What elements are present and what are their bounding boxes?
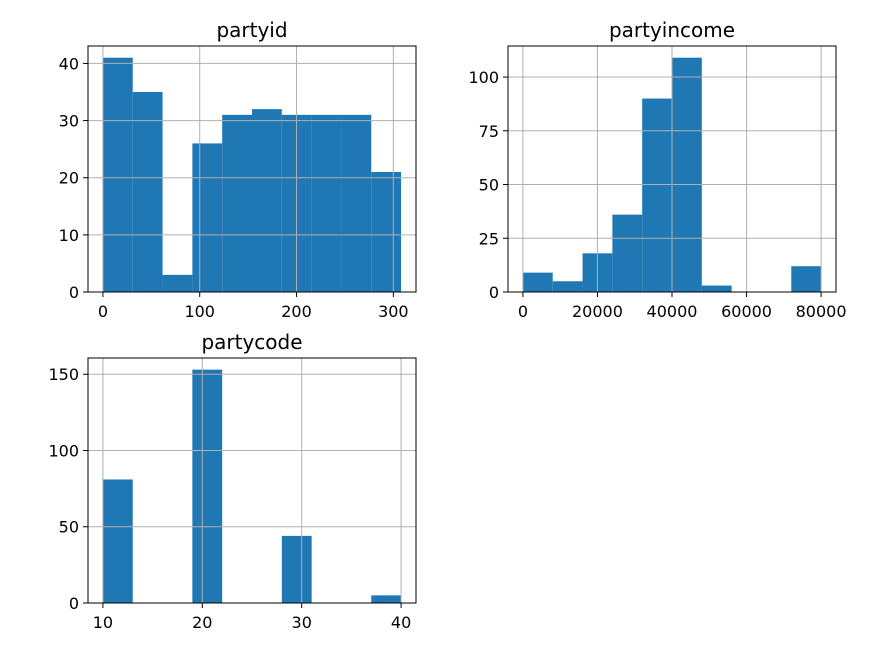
- histogram-bar: [642, 98, 672, 293]
- chart-title: partyincome: [609, 18, 735, 42]
- y-tick-label: 100: [48, 441, 79, 460]
- x-tick-label: 40000: [647, 302, 698, 321]
- y-tick-label: 100: [468, 68, 499, 87]
- histogram-bar: [612, 214, 643, 292]
- histogram-bar: [132, 92, 163, 292]
- x-tick-label: 40: [391, 613, 411, 632]
- y-tick-label: 50: [479, 176, 499, 195]
- axes-partyincome: 0 20000 40000 60000 80000 0 25 50 75 100 partyinco…: [468, 18, 846, 321]
- histogram-bar: [222, 114, 252, 292]
- chart-title: partycode: [201, 330, 302, 354]
- x-tick-label: 10: [93, 613, 113, 632]
- axes-frame: [87, 357, 417, 604]
- histogram-bar: [701, 285, 732, 292]
- y-tick-label: 0: [69, 283, 79, 302]
- histogram-bar: [192, 369, 223, 603]
- x-tick-label: 20: [192, 613, 212, 632]
- y-tick-label: 25: [479, 229, 499, 248]
- axes-partycode: 10 20 30 40 0 50 100 150 partycode: [48, 330, 417, 632]
- y-tick-label: 50: [59, 518, 79, 537]
- histogram-bar: [341, 114, 372, 292]
- x-tick-label: 300: [378, 302, 409, 321]
- histogram-bar: [102, 57, 133, 292]
- histogram-bar: [791, 266, 822, 292]
- x-tick-label: 200: [281, 302, 312, 321]
- histogram-bar: [281, 535, 312, 603]
- y-tick-label: 20: [59, 169, 79, 188]
- x-tick-label: 30: [292, 613, 312, 632]
- x-tick-label: 20000: [572, 302, 623, 321]
- histogram-bar: [102, 479, 133, 603]
- x-tick-label: 0: [98, 302, 108, 321]
- x-tick-label: 60000: [721, 302, 772, 321]
- y-tick-label: 0: [69, 594, 79, 613]
- x-tick-label: 80000: [796, 302, 847, 321]
- histogram-bar: [162, 274, 193, 292]
- histogram-bar: [522, 272, 553, 292]
- y-tick-label: 150: [48, 365, 79, 384]
- histogram-bar: [371, 172, 402, 292]
- y-tick-label: 75: [479, 122, 499, 141]
- histogram-bar: [371, 595, 402, 603]
- histogram-bar: [192, 143, 223, 292]
- histogram-bar: [311, 114, 342, 292]
- y-tick-label: 40: [59, 54, 79, 73]
- histogram-bar: [252, 109, 282, 293]
- y-tick-label: 0: [489, 283, 499, 302]
- y-tick-label: 30: [59, 112, 79, 131]
- axes-frame: [87, 45, 417, 293]
- histogram-bar: [552, 281, 583, 292]
- x-tick-label: 100: [184, 302, 215, 321]
- histogram-bar: [672, 57, 702, 292]
- x-tick-label: 0: [518, 302, 528, 321]
- y-tick-label: 10: [59, 226, 79, 245]
- axes-partyid: 0 100 200 300 0 10 20 30 40 partyid: [59, 18, 417, 321]
- chart-title: partyid: [216, 18, 287, 42]
